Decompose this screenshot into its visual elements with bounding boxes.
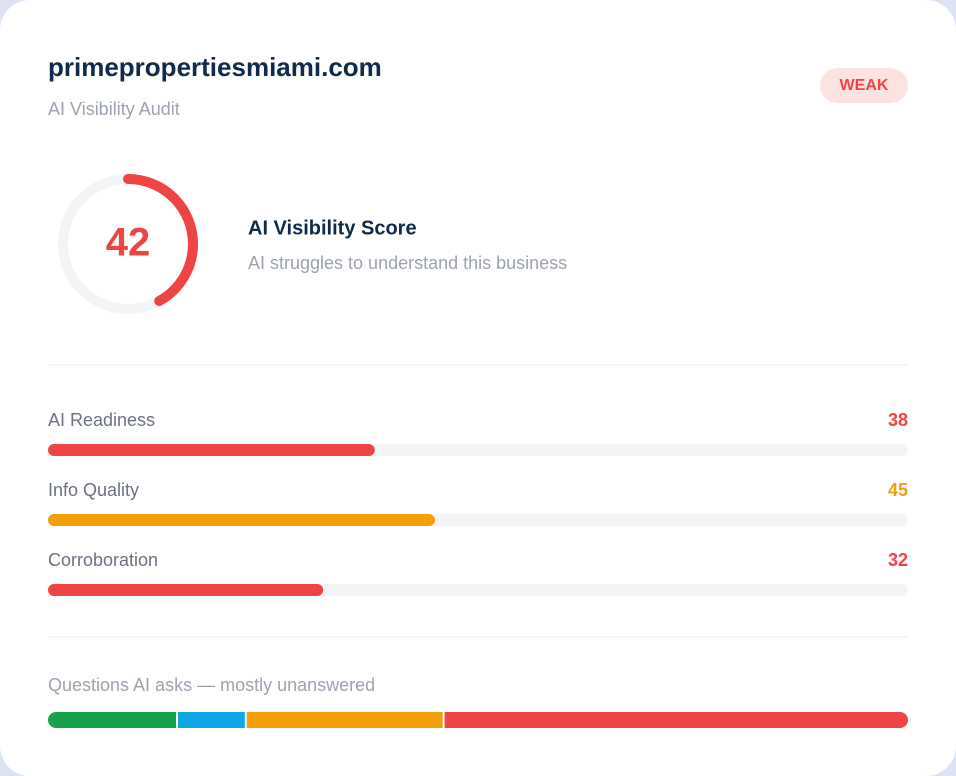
question-segment (444, 712, 908, 728)
subtitle: AI Visibility Audit (48, 99, 180, 119)
score-description: AI struggles to understand this business (248, 253, 567, 273)
question-segment (48, 712, 176, 728)
metric-value: 45 (888, 480, 908, 500)
metric-name: Info Quality (48, 480, 139, 500)
score-label: AI Visibility Score (248, 217, 417, 239)
metric-bar (48, 514, 435, 526)
question-segment (178, 712, 245, 728)
metric-name: Corroboration (48, 550, 158, 570)
questions-label: Questions AI asks — mostly unanswered (48, 675, 375, 695)
question-segment (246, 712, 443, 728)
site-title: primepropertiesmiami.com (48, 52, 382, 82)
metric-bar (48, 444, 375, 456)
score-value: 42 (106, 221, 151, 265)
badge-text: WEAK (840, 77, 889, 94)
question-bar (48, 712, 908, 728)
metric-name: AI Readiness (48, 410, 155, 430)
score-arc (58, 174, 198, 314)
metric-bar (48, 584, 324, 596)
badge (820, 68, 908, 103)
metric-value: 38 (888, 410, 908, 430)
metric-value: 32 (888, 550, 908, 570)
